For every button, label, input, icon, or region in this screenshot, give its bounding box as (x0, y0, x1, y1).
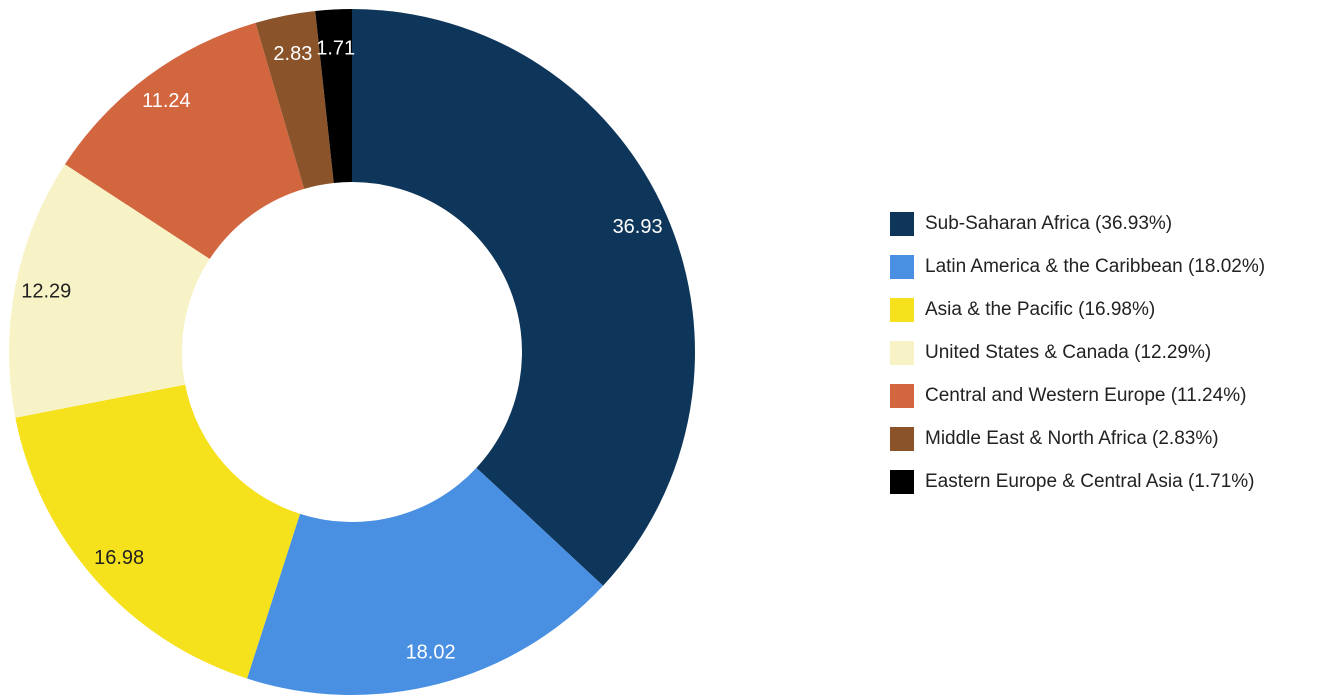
legend-swatch (890, 340, 914, 365)
value-label-middle-east-north-africa: 2.83 (273, 43, 312, 65)
value-label-eastern-europe-central-asia: 1.71 (316, 38, 355, 60)
legend-swatch (890, 469, 914, 494)
legend-swatch (890, 383, 914, 408)
legend-item[interactable]: Sub-Saharan Africa (36.93%) (890, 202, 1322, 245)
value-label-central-and-western-europe: 11.24 (142, 90, 191, 112)
legend-label: Asia & the Pacific (16.98%) (925, 298, 1156, 320)
value-label-sub-saharan-africa: 36.93 (613, 216, 663, 238)
slice-central-and-western-europe[interactable] (64, 22, 305, 259)
donut-slices (8, 9, 696, 696)
slice-middle-east-north-africa[interactable] (255, 10, 334, 189)
legend-label: Latin America & the Caribbean (18.02%) (925, 255, 1266, 277)
legend-label: Sub-Saharan Africa (36.93%) (925, 212, 1173, 234)
legend-swatch (890, 426, 914, 451)
legend-item[interactable]: United States & Canada (12.29%) (890, 331, 1322, 374)
value-label-united-states-canada: 12.29 (21, 280, 71, 302)
legend-swatch (890, 297, 914, 322)
slice-eastern-europe-central-asia[interactable] (315, 9, 352, 183)
legend-label: Central and Western Europe (11.24%) (925, 384, 1247, 406)
chart-legend: Sub-Saharan Africa (36.93%) Latin America… (890, 202, 1322, 503)
legend-label: United States & Canada (12.29%) (925, 341, 1212, 363)
value-label-latin-america-the-caribbean: 18.02 (406, 642, 456, 664)
slice-latin-america-the-caribbean[interactable] (247, 467, 604, 696)
slice-united-states-canada[interactable] (8, 164, 210, 418)
legend-item[interactable]: Eastern Europe & Central Asia (1.71%) (890, 460, 1322, 503)
legend-swatch (890, 211, 914, 236)
value-label-asia-the-pacific: 16.98 (94, 547, 144, 569)
slice-sub-saharan-africa[interactable] (352, 9, 696, 586)
slice-asia-the-pacific[interactable] (15, 384, 300, 679)
legend-swatch (890, 254, 914, 279)
legend-label: Eastern Europe & Central Asia (1.71%) (925, 470, 1255, 492)
legend-item[interactable]: Asia & the Pacific (16.98%) (890, 288, 1322, 331)
legend-item[interactable]: Latin America & the Caribbean (18.02%) (890, 245, 1322, 288)
legend-item[interactable]: Middle East & North Africa (2.83%) (890, 417, 1322, 460)
legend-label: Middle East & North Africa (2.83%) (925, 427, 1219, 449)
slice-value-labels: 36.93 18.02 16.98 12.29 11.24 2.83 1.71 (21, 38, 662, 664)
legend-item[interactable]: Central and Western Europe (11.24%) (890, 374, 1322, 417)
